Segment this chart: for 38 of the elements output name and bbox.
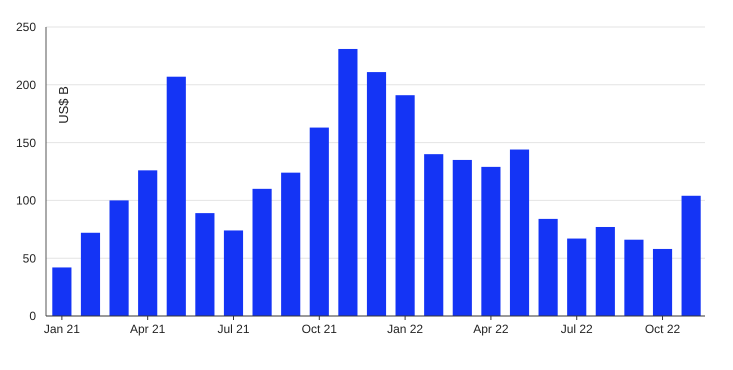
bar [366, 72, 386, 316]
x-tick-label: Jul 21 [217, 322, 250, 336]
bar [624, 240, 644, 316]
y-tick-label: 50 [22, 251, 36, 266]
x-tick-label: Jan 21 [44, 322, 80, 336]
bar [338, 48, 358, 316]
x-tick-label: Apr 22 [473, 322, 509, 336]
bar [481, 166, 500, 316]
bar [452, 160, 472, 316]
bar [596, 226, 615, 316]
bar [166, 76, 186, 316]
y-tick-label: 250 [16, 20, 36, 34]
bar [652, 248, 672, 316]
bar [424, 154, 444, 316]
y-tick-label: 150 [16, 136, 36, 150]
x-tick-label: Oct 22 [644, 322, 681, 336]
y-axis-title: US$ B [56, 86, 71, 124]
y-tick-label: 100 [16, 194, 36, 208]
bar [281, 172, 300, 316]
bar [109, 200, 129, 316]
bar [138, 170, 158, 316]
y-tick-label: 200 [16, 78, 36, 92]
bar [252, 188, 272, 316]
x-tick-label: Oct 21 [302, 322, 338, 336]
x-tick-label: Jul 22 [560, 322, 594, 336]
y-tick-label: 0 [29, 309, 36, 324]
x-tick-label: Apr 21 [130, 322, 166, 336]
bar [52, 267, 72, 316]
bar [682, 196, 701, 316]
bar [510, 150, 530, 316]
bar [310, 128, 329, 316]
bar [80, 232, 100, 316]
bar [396, 95, 415, 316]
bar [538, 218, 558, 316]
bar [195, 213, 214, 316]
bar [224, 230, 244, 316]
x-tick-label: Jan 22 [387, 322, 424, 336]
bar [567, 238, 586, 316]
